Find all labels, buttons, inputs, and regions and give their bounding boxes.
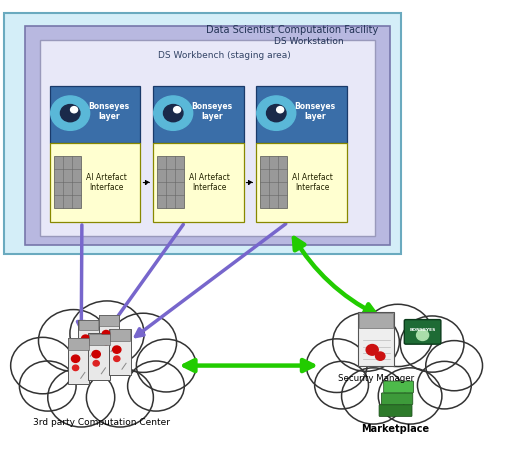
FancyBboxPatch shape: [157, 157, 184, 208]
Circle shape: [366, 344, 378, 355]
Text: AI Artefact
Interface: AI Artefact Interface: [189, 173, 229, 192]
FancyBboxPatch shape: [110, 329, 130, 341]
Text: Bonseyes
layer: Bonseyes layer: [192, 102, 233, 121]
FancyBboxPatch shape: [79, 320, 98, 330]
FancyBboxPatch shape: [109, 329, 131, 375]
Circle shape: [314, 361, 368, 409]
Circle shape: [277, 107, 284, 113]
Text: BONSEYES: BONSEYES: [409, 327, 436, 332]
Circle shape: [154, 96, 193, 131]
FancyBboxPatch shape: [404, 320, 441, 344]
FancyBboxPatch shape: [153, 143, 243, 222]
Circle shape: [102, 331, 110, 338]
Circle shape: [51, 96, 90, 131]
FancyBboxPatch shape: [260, 157, 287, 208]
Circle shape: [418, 361, 471, 409]
FancyBboxPatch shape: [99, 315, 119, 357]
Circle shape: [73, 365, 79, 371]
Text: Bonseyes
layer: Bonseyes layer: [89, 102, 130, 121]
FancyBboxPatch shape: [384, 381, 413, 393]
Text: Security Manager: Security Manager: [338, 374, 414, 383]
Circle shape: [136, 339, 196, 392]
Circle shape: [164, 104, 183, 122]
Circle shape: [306, 339, 367, 393]
Text: AI Artefact
Interface: AI Artefact Interface: [292, 173, 333, 192]
Circle shape: [113, 346, 121, 353]
Circle shape: [400, 316, 464, 372]
Circle shape: [378, 368, 442, 424]
FancyBboxPatch shape: [54, 157, 81, 208]
Circle shape: [38, 310, 109, 371]
Circle shape: [93, 360, 99, 366]
FancyBboxPatch shape: [68, 338, 90, 384]
FancyBboxPatch shape: [68, 338, 89, 349]
Circle shape: [82, 335, 90, 342]
FancyBboxPatch shape: [256, 86, 347, 143]
Circle shape: [103, 339, 109, 345]
FancyBboxPatch shape: [50, 143, 140, 222]
Text: Data Scientist Computation Facility: Data Scientist Computation Facility: [206, 25, 379, 35]
Circle shape: [61, 104, 80, 122]
Circle shape: [70, 301, 144, 366]
Circle shape: [48, 368, 115, 427]
Circle shape: [267, 104, 286, 122]
Circle shape: [257, 96, 296, 131]
FancyBboxPatch shape: [40, 40, 375, 236]
FancyBboxPatch shape: [359, 313, 393, 328]
FancyBboxPatch shape: [4, 13, 401, 254]
Circle shape: [341, 368, 405, 424]
FancyBboxPatch shape: [153, 86, 243, 143]
Text: DS Workstation: DS Workstation: [274, 37, 343, 46]
Circle shape: [376, 352, 385, 360]
FancyBboxPatch shape: [358, 312, 394, 366]
Circle shape: [19, 361, 76, 411]
FancyBboxPatch shape: [89, 333, 110, 380]
Circle shape: [110, 313, 177, 372]
Text: Marketplace: Marketplace: [362, 424, 429, 434]
Circle shape: [174, 107, 181, 113]
Circle shape: [426, 341, 483, 391]
Circle shape: [11, 338, 75, 394]
Circle shape: [87, 368, 153, 427]
Text: DS Workbench (staging area): DS Workbench (staging area): [157, 50, 291, 60]
FancyBboxPatch shape: [99, 316, 119, 326]
Circle shape: [71, 355, 80, 362]
Text: Bonseyes
layer: Bonseyes layer: [294, 102, 336, 121]
FancyBboxPatch shape: [379, 405, 412, 417]
Text: 3rd party Computation Center: 3rd party Computation Center: [33, 418, 170, 427]
Text: AI Artefact
Interface: AI Artefact Interface: [86, 173, 127, 192]
FancyBboxPatch shape: [50, 86, 140, 143]
FancyBboxPatch shape: [78, 320, 99, 361]
Circle shape: [363, 304, 433, 366]
Circle shape: [127, 361, 184, 411]
Circle shape: [114, 356, 120, 361]
Circle shape: [92, 350, 100, 358]
Circle shape: [416, 330, 428, 340]
FancyBboxPatch shape: [381, 393, 413, 405]
Circle shape: [82, 344, 89, 349]
FancyBboxPatch shape: [89, 334, 110, 345]
Circle shape: [70, 107, 78, 113]
FancyBboxPatch shape: [256, 143, 347, 222]
Circle shape: [333, 312, 399, 371]
FancyBboxPatch shape: [24, 27, 391, 245]
